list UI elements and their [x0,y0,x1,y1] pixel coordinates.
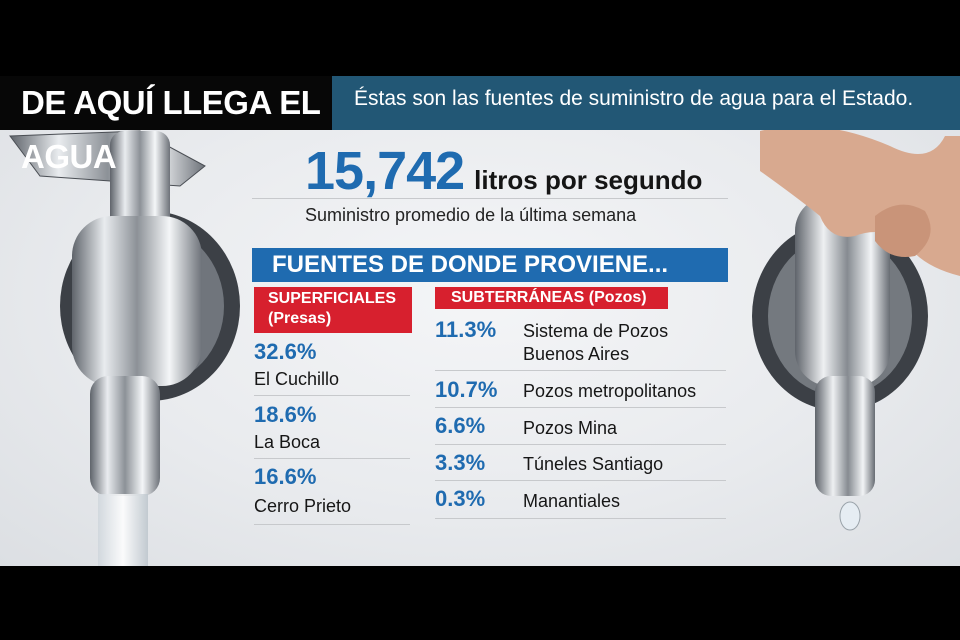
subterraneas-pct-4: 3.3% [435,450,486,475]
left-faucet-image [9,130,240,566]
divider [254,524,410,525]
right-faucet-image [752,126,960,531]
page-subtitle: Éstas son las fuentes de suministro de a… [332,76,960,130]
divider [252,198,728,199]
subterraneas-name-4: Túneles Santiago [523,454,664,474]
subterraneas-name-5: Manantiales [523,491,621,511]
divider [254,458,410,459]
superficiales-pct-2: 18.6% [254,402,317,427]
divider [435,370,726,371]
subterraneas-pct-1: 11.3% [435,317,497,342]
total-supply: 15,742 litros por segundo [305,140,703,201]
page-title: DE AQUÍ LLEGA EL AGUA [0,76,332,175]
divider [435,518,726,519]
subterraneas-name-1b: Buenos Aires [523,344,630,364]
superficiales-name-1: El Cuchillo [254,369,340,389]
background-panel [0,76,960,566]
divider [254,395,410,396]
subterraneas-pct-5: 0.3% [435,486,486,511]
subterraneas-pct-2: 10.7% [435,377,498,402]
superficiales-label-line1: SUPERFICIALES [268,290,397,307]
divider [435,444,726,445]
superficiales-label-line2: (Presas) [268,310,332,327]
total-supply-caption: Suministro promedio de la última semana [305,205,637,225]
divider [435,480,726,481]
subterraneas-name-1a: Sistema de Pozos [523,321,669,341]
subterraneas-pct-3: 6.6% [435,413,486,438]
superficiales-pct-1: 32.6% [254,339,317,364]
superficiales-label: SUPERFICIALES (Presas) [254,287,412,333]
divider [435,407,726,408]
subterraneas-name-2: Pozos metropolitanos [523,381,697,401]
total-supply-value: 15,742 [305,141,465,201]
subterraneas-label: SUBTERRÁNEAS (Pozos) [435,287,668,309]
superficiales-name-2: La Boca [254,432,321,452]
superficiales-name-3: Cerro Prieto [254,496,352,516]
superficiales-pct-3: 16.6% [254,464,317,489]
total-supply-unit: litros por segundo [474,165,703,195]
subterraneas-name-3: Pozos Mina [523,418,618,438]
section-title: FUENTES DE DONDE PROVIENE... [252,248,728,282]
